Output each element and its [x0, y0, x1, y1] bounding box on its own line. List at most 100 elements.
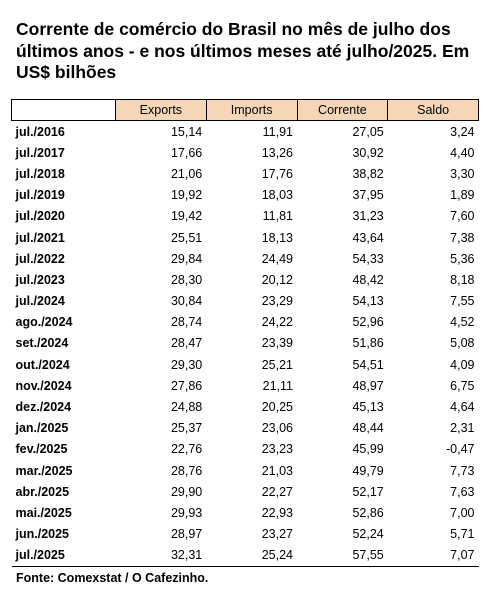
cell-imports: 11,91 [262, 124, 293, 139]
row-label: jul./2023 [15, 272, 65, 287]
cell-corrente: 49,79 [352, 463, 384, 478]
cell-exports: 19,92 [170, 188, 203, 203]
cell-corrente: 30,92 [352, 145, 384, 160]
cell-imports: 24,49 [261, 251, 293, 266]
cell-corrente: 45,99 [352, 442, 384, 457]
cell-saldo: 5,71 [450, 527, 475, 542]
table-row: jun./2025 28,97 23,27 52,24 5,71 [12, 524, 479, 545]
cell-saldo: 6,75 [450, 378, 475, 393]
cell-saldo: 4,09 [450, 357, 475, 372]
cell-imports: 23,39 [261, 336, 293, 351]
row-label: jul./2018 [15, 166, 65, 181]
table-body: jul./2016 15,14 11,91 27,05 3,24 jul./2017 17,… [11, 121, 479, 567]
row-label: jul./2021 [15, 230, 65, 245]
row-label: jul./2016 [15, 124, 65, 139]
cell-exports: 22,76 [170, 442, 203, 457]
cell-corrente: 27,05 [352, 124, 384, 139]
row-label: fev./2025 [15, 442, 68, 457]
cell-corrente: 43,64 [352, 230, 384, 245]
row-label: jan./2025 [15, 421, 69, 436]
cell-imports: 18,03 [261, 188, 293, 203]
table-row: jul./2019 19,92 18,03 37,95 1,89 [12, 185, 479, 206]
cell-corrente: 57,55 [297, 544, 388, 567]
cell-imports: 25,21 [261, 357, 293, 372]
cell-imports: 24,22 [261, 315, 293, 330]
cell-exports: 29,84 [170, 251, 203, 266]
cell-corrente: 54,51 [352, 357, 384, 372]
row-label: jul./2019 [15, 188, 65, 203]
table-row: jul./2025 32,31 25,24 57,55 7,07 [11, 544, 479, 567]
cell-imports: 18,13 [261, 230, 293, 245]
cell-saldo: 4,52 [450, 315, 475, 330]
table-row: abr./2025 29,90 22,27 52,17 7,63 [12, 481, 479, 502]
cell-imports: 20,12 [261, 272, 293, 287]
cell-saldo: 2,31 [450, 421, 475, 436]
cell-exports: 25,51 [170, 230, 203, 245]
row-label: abr./2025 [15, 484, 70, 499]
row-label: jul./2022 [15, 251, 65, 266]
table-row: nov./2024 27,86 21,11 48,97 6,75 [12, 375, 479, 396]
cell-saldo: 4,64 [450, 400, 475, 415]
row-label: jul./2025 [11, 544, 116, 567]
header-row: Exports Imports Corrente Saldo [11, 99, 479, 121]
table-row: out./2024 29,30 25,21 54,51 4,09 [12, 354, 479, 375]
cell-imports: 21,03 [261, 463, 293, 478]
table-title: Corrente de comércio do Brasil no mês de… [16, 19, 470, 82]
cell-exports: 15,14 [170, 124, 203, 139]
cell-saldo: 7,73 [450, 463, 475, 478]
cell-exports: 30,84 [170, 294, 203, 309]
cell-exports: 17,66 [170, 145, 203, 160]
cell-saldo: 7,63 [450, 484, 475, 499]
table-row: jan./2025 25,37 23,06 48,44 2,31 [12, 418, 479, 439]
table-row: jul./2023 28,30 20,12 48,42 8,18 [12, 269, 479, 290]
cell-corrente: 48,97 [352, 378, 384, 393]
row-label: dez./2024 [15, 400, 72, 415]
cell-saldo: -0,47 [446, 442, 475, 457]
cell-saldo: 8,18 [450, 272, 475, 287]
table-row: jul./2022 29,84 24,49 54,33 5,36 [12, 248, 479, 269]
table-row: fev./2025 22,76 23,23 45,99 -0,47 [12, 439, 479, 460]
cell-saldo: 5,08 [450, 336, 475, 351]
row-label: ago./2024 [15, 315, 73, 330]
cell-exports: 24,88 [170, 400, 203, 415]
cell-corrente: 38,82 [352, 166, 384, 181]
cell-imports: 25,24 [206, 544, 297, 567]
row-label: mai./2025 [15, 505, 72, 520]
cell-corrente: 52,24 [352, 527, 384, 542]
cell-imports: 22,27 [261, 484, 293, 499]
cell-exports: 28,76 [170, 463, 203, 478]
cell-saldo: 3,30 [450, 166, 475, 181]
cell-imports: 23,27 [261, 527, 293, 542]
cell-corrente: 52,17 [352, 484, 384, 499]
cell-exports: 28,47 [170, 336, 203, 351]
cell-exports: 29,30 [170, 357, 203, 372]
cell-exports: 28,97 [170, 527, 203, 542]
cell-corrente: 48,42 [352, 272, 384, 287]
cell-corrente: 54,13 [352, 294, 384, 309]
cell-saldo: 7,55 [450, 294, 475, 309]
cell-saldo: 7,60 [450, 209, 475, 224]
cell-corrente: 45,13 [352, 400, 384, 415]
table-row: jul./2021 25,51 18,13 43,64 7,38 [12, 227, 479, 248]
cell-imports: 13,26 [261, 145, 293, 160]
table-row: jul./2016 15,14 11,91 27,05 3,24 [12, 121, 479, 143]
cell-corrente: 48,44 [352, 421, 384, 436]
row-label: jul./2017 [15, 145, 65, 160]
cell-imports: 17,76 [261, 166, 293, 181]
cell-corrente: 31,23 [352, 209, 384, 224]
cell-imports: 11,81 [262, 209, 293, 224]
cell-saldo: 7,00 [450, 505, 475, 520]
cell-saldo: 7,38 [450, 230, 475, 245]
row-label: mar./2025 [15, 463, 73, 478]
row-label: nov./2024 [15, 378, 72, 393]
table-row: jul./2018 21,06 17,76 38,82 3,30 [12, 163, 479, 184]
cell-corrente: 51,86 [352, 336, 384, 351]
cell-saldo: 4,40 [450, 145, 475, 160]
header-blank-cell [11, 99, 116, 121]
row-label: set./2024 [15, 336, 69, 351]
cell-exports: 19,42 [170, 209, 203, 224]
cell-corrente: 37,95 [352, 188, 384, 203]
cell-saldo: 5,36 [450, 251, 475, 266]
table-row: set./2024 28,47 23,39 51,86 5,08 [12, 333, 479, 354]
trade-table: Exports Imports Corrente Saldo jul./2016… [11, 99, 479, 567]
